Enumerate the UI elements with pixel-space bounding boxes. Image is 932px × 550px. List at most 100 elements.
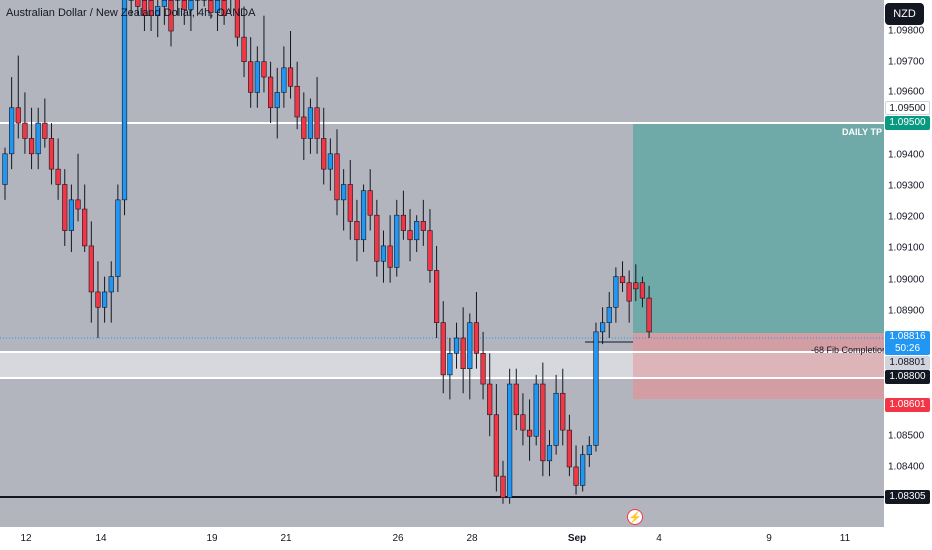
candle-body	[234, 0, 241, 38]
candle-body	[22, 122, 28, 139]
candle-body	[294, 85, 300, 118]
candle-body	[55, 168, 61, 185]
candle-body	[520, 414, 526, 431]
price-tick: 1.08500	[888, 430, 925, 442]
candle-body	[513, 383, 519, 416]
candle-body	[334, 153, 340, 201]
candle-body	[281, 67, 287, 93]
candle-body	[102, 291, 108, 308]
price-tick: 1.08400	[888, 461, 925, 473]
tp-level-tag: 1.09500	[885, 101, 930, 115]
time-tick: 4	[656, 533, 662, 544]
candle-body	[48, 138, 55, 170]
stop-price-tag: 1.08601	[885, 398, 930, 412]
candle-body	[420, 221, 426, 231]
target-price-tag: 1.09500	[885, 116, 930, 130]
price-tick: 1.09000	[888, 274, 925, 286]
candle-body	[121, 0, 128, 201]
candle-body	[75, 199, 81, 210]
symbol-title: Australian Dollar / New Zealand Dollar, …	[6, 7, 256, 19]
time-tick: 19	[206, 533, 218, 544]
candle-body	[42, 122, 48, 139]
candle-body	[161, 0, 167, 7]
candle-body	[15, 107, 21, 124]
candle-body	[633, 282, 639, 290]
fib-completion-label: -68 Fib Completion	[811, 345, 884, 355]
price-axis[interactable]: 1.09800 1.09700 1.09600 1.09400 1.09300 …	[884, 0, 932, 550]
candle-body	[35, 122, 41, 155]
candle-body	[267, 76, 274, 109]
price-chart[interactable]	[0, 0, 884, 527]
time-tick: 21	[280, 533, 292, 544]
candle-body	[321, 138, 327, 170]
candle-body	[639, 282, 646, 299]
candle-body	[626, 282, 632, 302]
candle-body	[586, 445, 592, 455]
candle-body	[467, 322, 473, 369]
candle-countdown: 50:26	[894, 343, 921, 354]
candle-body	[301, 116, 307, 139]
candle-body	[188, 0, 194, 10]
candle-body	[473, 322, 480, 354]
time-tick: 11	[839, 533, 851, 544]
candle-body	[241, 36, 247, 62]
price-tick: 1.09700	[888, 56, 925, 68]
candle-body	[82, 208, 88, 247]
candle-body	[254, 61, 260, 93]
candle-body	[307, 107, 314, 139]
candle-body	[599, 322, 606, 333]
candle-body	[314, 107, 320, 139]
time-axis[interactable]: 12 14 19 21 26 28 Sep 4 9 11	[0, 527, 884, 550]
time-tick: 9	[766, 533, 772, 544]
candle-body	[487, 383, 493, 416]
candle-body	[148, 0, 154, 16]
current-price-tag: 1.08816 50:26	[885, 331, 930, 355]
candle-body	[507, 383, 513, 498]
time-tick: 28	[466, 533, 478, 544]
candle-body	[287, 67, 294, 87]
price-tick: 1.09300	[888, 180, 925, 192]
price-tick: 1.09200	[888, 211, 925, 223]
candle-body	[533, 383, 539, 437]
candle-body	[347, 184, 353, 222]
candle-body	[341, 184, 347, 201]
price-tick: 1.08900	[888, 305, 925, 317]
candle-body	[573, 466, 579, 486]
price-tick: 1.09400	[888, 149, 925, 161]
lightning-icon[interactable]: ⚡	[627, 509, 643, 525]
candle-body	[546, 445, 553, 462]
candle-body	[580, 454, 586, 486]
time-tick: 12	[20, 533, 32, 544]
candle-body	[274, 92, 280, 109]
candle-body	[387, 245, 393, 268]
price-tick: 1.09600	[888, 86, 925, 98]
candle-body	[221, 0, 227, 16]
candle-body	[440, 322, 446, 376]
candle-body	[553, 392, 559, 446]
candle-body	[248, 61, 254, 93]
price-tick: 1.09800	[888, 25, 925, 37]
chart-pane[interactable]: Australian Dollar / New Zealand Dollar, …	[0, 0, 884, 527]
currency-button[interactable]: NZD	[885, 3, 924, 25]
candle-body	[433, 270, 440, 323]
candle-body	[619, 276, 626, 284]
target-zone	[633, 123, 884, 334]
candle-body	[155, 6, 161, 16]
candle-body	[453, 337, 460, 354]
candle-body	[480, 353, 486, 385]
support-zone-overlap	[633, 352, 884, 378]
candle-body	[95, 291, 101, 308]
candle-body	[141, 0, 148, 16]
candle-body	[354, 221, 360, 241]
candle-body	[108, 276, 114, 293]
candle-body	[68, 199, 74, 231]
candle-body	[88, 245, 94, 293]
candle-body	[62, 184, 68, 231]
candle-body	[9, 107, 15, 155]
candle-body	[327, 153, 333, 170]
candle-body	[360, 190, 367, 241]
support-zone	[0, 352, 633, 378]
candle-body	[606, 306, 612, 323]
candle-body	[214, 0, 221, 13]
candle-body	[367, 190, 373, 216]
